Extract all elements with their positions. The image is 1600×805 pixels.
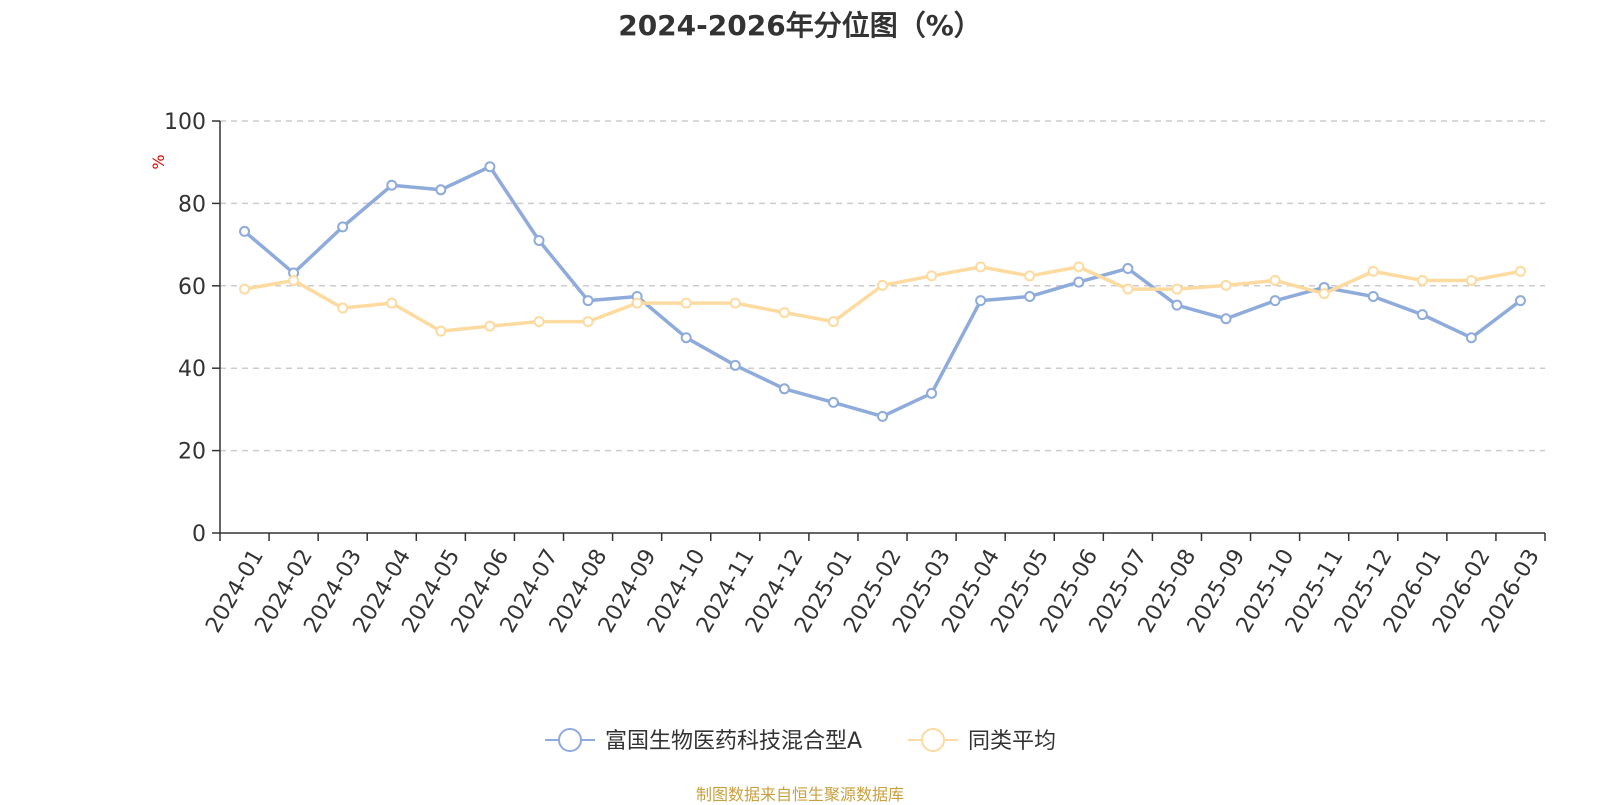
data-point <box>1514 265 1526 277</box>
data-point <box>582 295 594 307</box>
data-point <box>631 297 643 309</box>
y-tick-label: 20 <box>178 440 206 465</box>
data-point <box>877 279 888 291</box>
data-point <box>1514 295 1526 307</box>
y-axis-label: % <box>149 154 168 169</box>
data-point <box>1024 291 1036 303</box>
data-point <box>926 270 938 282</box>
y-tick-label: 100 <box>164 110 206 135</box>
data-point <box>1073 276 1085 288</box>
data-point <box>533 316 545 328</box>
legend-marker <box>558 728 582 752</box>
data-point <box>582 316 594 328</box>
series-lines <box>239 161 1526 422</box>
data-point <box>1122 283 1134 295</box>
data-point <box>435 325 447 337</box>
data-point <box>1220 279 1232 291</box>
y-tick-label: 40 <box>178 357 206 382</box>
data-point <box>337 221 349 233</box>
series-line-1 <box>244 265 1521 333</box>
data-point <box>1465 274 1477 286</box>
data-point <box>1122 262 1134 274</box>
data-point <box>680 332 692 344</box>
data-point <box>827 396 839 408</box>
y-tick-label: 80 <box>178 192 206 217</box>
data-point <box>337 302 349 314</box>
data-point <box>877 410 888 422</box>
legend-marker <box>921 728 945 752</box>
legend: 富国生物医药科技混合型A 同类平均 <box>545 728 1056 754</box>
data-point <box>239 225 251 237</box>
data-point <box>239 283 251 295</box>
data-point <box>1220 313 1232 325</box>
data-point <box>435 184 447 196</box>
data-point <box>729 359 741 371</box>
data-point <box>1269 295 1281 307</box>
data-point <box>288 274 300 286</box>
data-point <box>1073 261 1085 273</box>
y-tick-label: 0 <box>192 522 206 547</box>
y-tick-label: 60 <box>178 275 206 300</box>
data-point <box>1416 274 1428 286</box>
axes: 020406080100%2024-012024-022024-032024-0… <box>149 110 1546 637</box>
data-point <box>680 297 692 309</box>
data-point <box>778 307 790 319</box>
data-point <box>1367 265 1379 277</box>
data-point <box>827 316 839 328</box>
data-point <box>1465 332 1477 344</box>
chart-title: 2024-2026年分位图（%） <box>618 9 982 42</box>
data-point <box>1269 274 1281 286</box>
data-point <box>484 320 496 332</box>
data-point <box>1171 299 1183 311</box>
data-point <box>1367 291 1379 303</box>
data-point <box>386 179 398 191</box>
data-point <box>386 297 398 309</box>
data-point <box>484 161 496 173</box>
data-point <box>926 387 938 399</box>
data-point <box>1318 288 1330 300</box>
data-point <box>1171 283 1183 295</box>
legend-label: 富国生物医药科技混合型A <box>605 729 862 754</box>
source-note: 制图数据来自恒生聚源数据库 <box>695 785 904 804</box>
data-point <box>975 261 987 273</box>
data-point <box>1024 270 1036 282</box>
data-point <box>1416 309 1428 321</box>
data-point <box>533 234 545 246</box>
legend-label: 同类平均 <box>968 729 1056 754</box>
data-point <box>975 295 987 307</box>
data-point <box>729 297 741 309</box>
data-point <box>778 383 790 395</box>
